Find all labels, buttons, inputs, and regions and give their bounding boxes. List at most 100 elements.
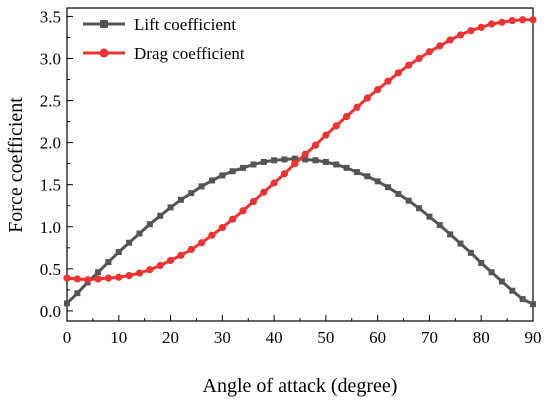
data-point: [426, 213, 433, 220]
y-tick-label: 1.0: [40, 218, 61, 237]
data-point: [167, 204, 174, 211]
data-point: [405, 197, 412, 204]
data-point: [125, 271, 133, 280]
data-point: [302, 156, 309, 163]
data-point: [394, 69, 402, 77]
data-point: [135, 269, 144, 277]
x-tick-label: 60: [369, 328, 386, 347]
data-point: [94, 275, 102, 283]
data-point: [456, 31, 465, 39]
data-point: [229, 168, 236, 175]
x-axis-title: Angle of attack (degree): [203, 375, 398, 397]
data-point: [219, 172, 226, 179]
data-point: [498, 18, 506, 26]
data-point: [478, 259, 485, 266]
data-point: [146, 266, 154, 274]
data-point: [487, 20, 496, 28]
data-point: [260, 188, 268, 196]
y-axis: 0.0 0.5 1.0 1.5 2.0 2.5 3.0 3.5: [40, 7, 73, 321]
legend-marker: [100, 20, 108, 28]
data-point: [530, 301, 536, 308]
x-tick-label: 20: [162, 328, 179, 347]
data-point: [363, 94, 371, 102]
data-point: [416, 205, 423, 212]
data-point: [218, 224, 226, 232]
data-point: [385, 184, 392, 191]
data-point: [395, 190, 402, 197]
data-point: [157, 212, 164, 219]
y-axis-title: Force coefficient: [5, 97, 27, 233]
data-point: [260, 158, 267, 165]
data-point: [166, 256, 175, 265]
data-point: [332, 122, 340, 130]
data-point: [177, 196, 184, 203]
y-tick-label: 0.0: [40, 302, 61, 321]
data-point: [436, 222, 443, 229]
x-axis: 0 10 20 30 40 50 60 70 80 90: [63, 315, 542, 347]
legend-label: Lift coefficient: [134, 15, 236, 34]
data-point: [311, 141, 320, 149]
legend-marker: [99, 48, 109, 58]
data-point: [187, 245, 195, 254]
data-point: [447, 231, 454, 238]
data-point: [467, 27, 475, 35]
data-point: [250, 161, 257, 168]
data-point: [509, 287, 516, 294]
data-point: [467, 249, 474, 256]
data-point: [415, 54, 423, 63]
data-point: [146, 221, 153, 228]
data-point: [322, 158, 329, 165]
data-point: [115, 273, 123, 281]
data-point: [519, 296, 526, 303]
data-point: [291, 155, 298, 162]
data-point: [477, 23, 485, 31]
data-point: [322, 131, 330, 139]
data-point: [312, 157, 319, 164]
data-point: [457, 240, 464, 247]
data-point: [436, 42, 444, 50]
data-point: [508, 17, 516, 25]
y-tick-label: 0.5: [40, 260, 61, 279]
data-point: [249, 197, 257, 206]
data-point: [270, 179, 278, 187]
data-point: [198, 183, 205, 190]
data-point: [105, 259, 112, 266]
data-point: [104, 274, 113, 282]
data-point: [425, 48, 434, 56]
data-point: [364, 173, 371, 180]
y-tick-label: 2.0: [40, 134, 61, 153]
data-point: [343, 112, 351, 121]
data-point: [136, 230, 143, 237]
data-point: [280, 170, 289, 178]
data-point: [333, 161, 340, 168]
data-point: [198, 239, 206, 247]
data-point: [353, 169, 360, 176]
data-point: [208, 231, 216, 239]
data-point: [73, 275, 81, 283]
data-point: [488, 269, 495, 276]
data-point: [271, 157, 278, 164]
data-point: [115, 249, 122, 256]
data-point: [384, 77, 392, 85]
data-point: [343, 164, 350, 171]
data-point: [63, 274, 71, 282]
data-point: [281, 156, 288, 163]
data-point: [229, 215, 237, 223]
legend-label: Drag coefficient: [134, 44, 245, 63]
x-tick-label: 0: [63, 328, 72, 347]
data-point: [95, 269, 102, 276]
x-tick-label: 10: [110, 328, 127, 347]
data-point: [498, 278, 505, 285]
data-point: [239, 207, 247, 215]
data-point: [74, 290, 81, 297]
y-tick-label: 2.5: [40, 92, 61, 111]
data-point: [156, 261, 164, 270]
data-point: [291, 160, 299, 168]
y-tick-label: 3.0: [40, 49, 61, 68]
data-point: [240, 164, 247, 171]
series-line-2: [66, 18, 533, 282]
data-point: [84, 276, 92, 284]
data-point: [529, 16, 537, 24]
data-point: [519, 16, 527, 24]
